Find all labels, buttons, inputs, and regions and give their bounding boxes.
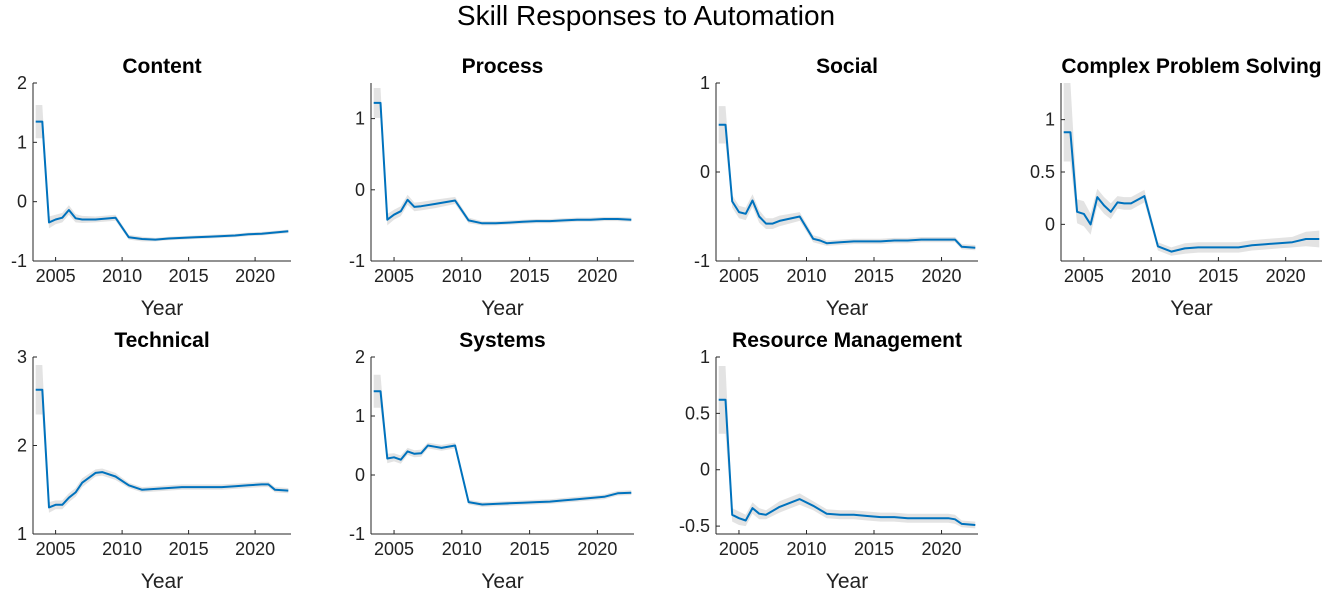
chart-3-y-tick-label-2: 1 <box>1045 110 1055 130</box>
chart-2-y-tick-label-0: -1 <box>694 251 710 271</box>
chart-4-x-tick-label-0: 2005 <box>36 539 76 559</box>
chart-3-y-tick-label-0: 0 <box>1045 214 1055 234</box>
chart-1-x-tick-label-2: 2015 <box>510 266 550 286</box>
chart-3-title: Complex Problem Solving <box>1061 55 1321 78</box>
chart-4: 2005 2010 2015 2020 1 2 3 Technical Year <box>17 329 291 593</box>
chart-1-x-tick-label-3: 2020 <box>577 266 617 286</box>
chart-1-x-label: Year <box>481 297 523 320</box>
chart-2-y-tick-label-1: 0 <box>700 162 710 182</box>
chart-0-x-tick-label-0: 2005 <box>36 266 76 286</box>
chart-6-y-tick-label-3: 1 <box>700 347 710 367</box>
chart-2-x-tick-label-2: 2015 <box>854 266 894 286</box>
chart-0-confidence-band <box>35 105 289 242</box>
chart-5-x-label: Year <box>481 570 523 593</box>
chart-6-x-tick-label-3: 2020 <box>922 539 962 559</box>
chart-5-y-tick-label-0: -1 <box>349 524 365 544</box>
chart-5-y-tick-label-1: 0 <box>355 465 365 485</box>
chart-1-series-line <box>373 101 632 225</box>
chart-3-confidence-band <box>1063 83 1320 256</box>
chart-2-x-tick-label-1: 2010 <box>786 266 826 286</box>
chart-2-x-tick-label-3: 2020 <box>922 266 962 286</box>
chart-6-x-label: Year <box>826 570 868 593</box>
chart-3: 2005 2010 2015 2020 0 0.5 1 Complex Problem Sol… <box>1030 55 1322 320</box>
chart-4-confidence-band <box>35 365 289 513</box>
chart-3-series-line <box>1063 131 1320 253</box>
chart-0-x-tick-label-3: 2020 <box>235 266 275 286</box>
chart-5-x-tick-label-3: 2020 <box>577 539 617 559</box>
chart-6: 2005 2010 2015 2020 -0.5 0 0.5 1 Resource Manage… <box>679 329 978 593</box>
chart-2-title: Social <box>816 55 878 78</box>
chart-1-y-tick-label-1: 0 <box>355 180 365 200</box>
chart-5-title: Systems <box>459 329 545 352</box>
chart-3-x-tick-label-2: 2015 <box>1198 266 1238 286</box>
chart-1-y-tick-label-0: -1 <box>349 251 365 271</box>
chart-0-y-tick-label-1: 0 <box>17 192 27 212</box>
chart-6-x-tick-label-1: 2010 <box>786 539 826 559</box>
chart-5-confidence-band <box>373 374 632 507</box>
chart-2: 2005 2010 2015 2020 -1 0 1 Social Year <box>694 55 978 320</box>
chart-2-x-label: Year <box>826 297 868 320</box>
chart-1-x-tick-label-0: 2005 <box>374 266 414 286</box>
chart-0-x-tick-label-2: 2015 <box>169 266 209 286</box>
chart-1-title: Process <box>462 55 544 78</box>
chart-3-x-tick-label-3: 2020 <box>1266 266 1306 286</box>
chart-4-y-tick-label-0: 1 <box>17 524 27 544</box>
chart-6-y-tick-label-1: 0 <box>700 460 710 480</box>
chart-0-x-tick-label-1: 2010 <box>102 266 142 286</box>
chart-4-title: Technical <box>114 329 209 352</box>
chart-5-x-tick-label-2: 2015 <box>510 539 550 559</box>
chart-0-title: Content <box>122 55 201 78</box>
chart-3-x-tick-label-0: 2005 <box>1064 266 1104 286</box>
chart-4-y-tick-label-2: 3 <box>17 347 27 367</box>
chart-5-y-tick-label-3: 2 <box>355 347 365 367</box>
chart-4-y-tick-label-1: 2 <box>17 436 27 456</box>
chart-5-y-tick-label-2: 1 <box>355 406 365 426</box>
chart-4-x-tick-label-1: 2010 <box>102 539 142 559</box>
chart-6-x-tick-label-2: 2015 <box>854 539 894 559</box>
chart-4-series-line <box>35 388 289 509</box>
chart-6-y-tick-label-0: -0.5 <box>679 516 710 536</box>
chart-6-y-tick-label-2: 0.5 <box>685 403 710 423</box>
chart-5: 2005 2010 2015 2020 -1 0 1 2 Systems Year <box>349 329 634 593</box>
chart-2-confidence-band <box>718 106 976 251</box>
chart-6-confidence-band <box>718 366 976 529</box>
chart-3-y-tick-label-1: 0.5 <box>1030 162 1055 182</box>
chart-4-x-tick-label-2: 2015 <box>169 539 209 559</box>
chart-6-series-line <box>718 398 976 526</box>
chart-5-x-tick-label-0: 2005 <box>374 539 414 559</box>
chart-1-y-tick-label-2: 1 <box>355 109 365 129</box>
chart-0-y-tick-label-3: 2 <box>17 73 27 93</box>
figure-title: Skill Responses to Automation <box>457 0 835 31</box>
chart-3-x-label: Year <box>1170 297 1212 320</box>
chart-5-x-tick-label-1: 2010 <box>442 539 482 559</box>
chart-6-title: Resource Management <box>732 329 962 352</box>
chart-0-x-label: Year <box>141 297 183 320</box>
chart-6-x-tick-label-0: 2005 <box>719 539 759 559</box>
chart-4-x-label: Year <box>141 570 183 593</box>
chart-0: 2005 2010 2015 2020 -1 0 1 2 Content Year <box>11 55 291 320</box>
chart-1: 2005 2010 2015 2020 -1 0 1 Process Year <box>349 55 634 320</box>
chart-0-y-tick-label-2: 1 <box>17 132 27 152</box>
chart-3-x-tick-label-1: 2010 <box>1131 266 1171 286</box>
chart-2-series-line <box>718 123 976 249</box>
chart-0-series-line <box>35 120 289 241</box>
chart-1-x-tick-label-1: 2010 <box>442 266 482 286</box>
chart-5-series-line <box>373 390 632 506</box>
chart-4-x-tick-label-3: 2020 <box>235 539 275 559</box>
chart-2-x-tick-label-0: 2005 <box>719 266 759 286</box>
chart-2-y-tick-label-2: 1 <box>700 73 710 93</box>
chart-0-y-tick-label-0: -1 <box>11 251 27 271</box>
